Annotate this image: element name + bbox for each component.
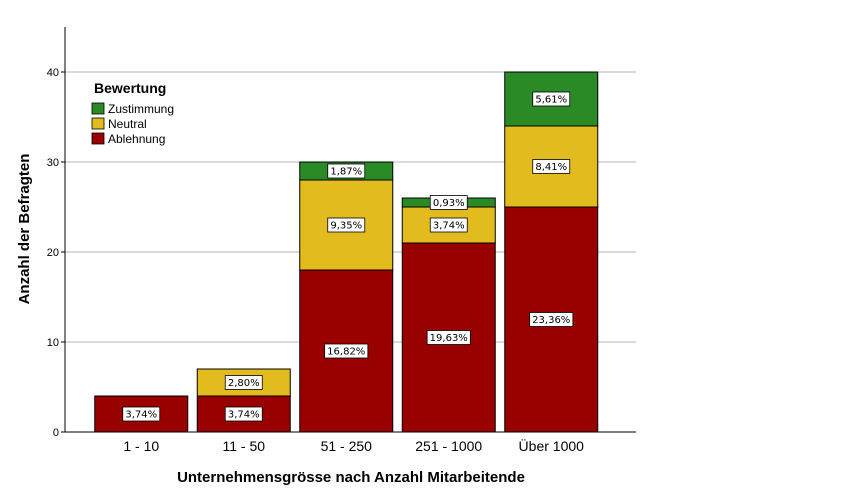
x-tick-label: 251 - 1000 (415, 438, 482, 454)
data-label-box (224, 375, 263, 390)
data-label-box (426, 330, 471, 345)
y-tick-label: 10 (47, 337, 59, 349)
y-axis-title: Anzahl der Befragten (16, 154, 33, 305)
legend-label: Zustimmung (108, 102, 174, 116)
data-label-box (324, 343, 369, 359)
data-label-box (327, 163, 366, 179)
y-tick-label: 0 (53, 427, 59, 439)
data-label: 1,87% (330, 167, 362, 178)
data-label: 19,63% (430, 333, 468, 344)
data-label: 3,74% (228, 410, 260, 421)
data-labels: 3,74% 3,74% 2,80% 16,82% 9,35% 1,87% 19,63% 3,7… (122, 91, 574, 422)
data-label: 2,80% (228, 378, 260, 389)
data-label: 5,61% (535, 95, 567, 106)
bar-segment (196, 368, 291, 397)
data-label: 3,74% (433, 221, 465, 232)
data-label: 9,35% (330, 221, 362, 232)
x-tick-labels: 1 - 10 11 - 50 51 - 250 251 - 1000 Über 1000 (123, 437, 584, 454)
y-tick-label: 30 (47, 157, 59, 169)
x-tick-label: 1 - 10 (123, 438, 159, 454)
legend-title: Bewertung (94, 80, 166, 96)
y-ticks: 0 10 20 30 40 (47, 67, 65, 439)
legend-swatch (91, 102, 105, 115)
data-label: 23,36% (532, 315, 570, 326)
data-label-box (327, 217, 366, 233)
legend-label: Neutral (108, 117, 147, 131)
y-tick-label: 40 (47, 67, 59, 79)
data-label-box (122, 406, 161, 422)
data-label-box (429, 217, 468, 233)
x-axis-title: Unternehmensgrösse nach Anzahl Mitarbeit… (177, 469, 525, 486)
legend-swatch (91, 132, 105, 145)
axes (64, 27, 636, 433)
x-tick-label: Über 1000 (519, 437, 585, 454)
data-label: 16,82% (327, 347, 365, 358)
legend-swatch (91, 117, 105, 130)
data-label: 0,93% (433, 198, 465, 209)
data-label-box (529, 312, 574, 327)
data-label-box (429, 195, 468, 210)
data-label-box (532, 159, 571, 174)
data-label: 3,74% (125, 410, 157, 421)
data-label-box (532, 91, 571, 107)
data-label: 8,41% (535, 162, 567, 173)
y-tick-label: 20 (47, 247, 59, 259)
legend-label: Ablehnung (108, 132, 165, 146)
data-label-box (224, 406, 263, 422)
x-tick-label: 11 - 50 (222, 438, 265, 454)
x-tick-label: 51 - 250 (321, 438, 373, 454)
